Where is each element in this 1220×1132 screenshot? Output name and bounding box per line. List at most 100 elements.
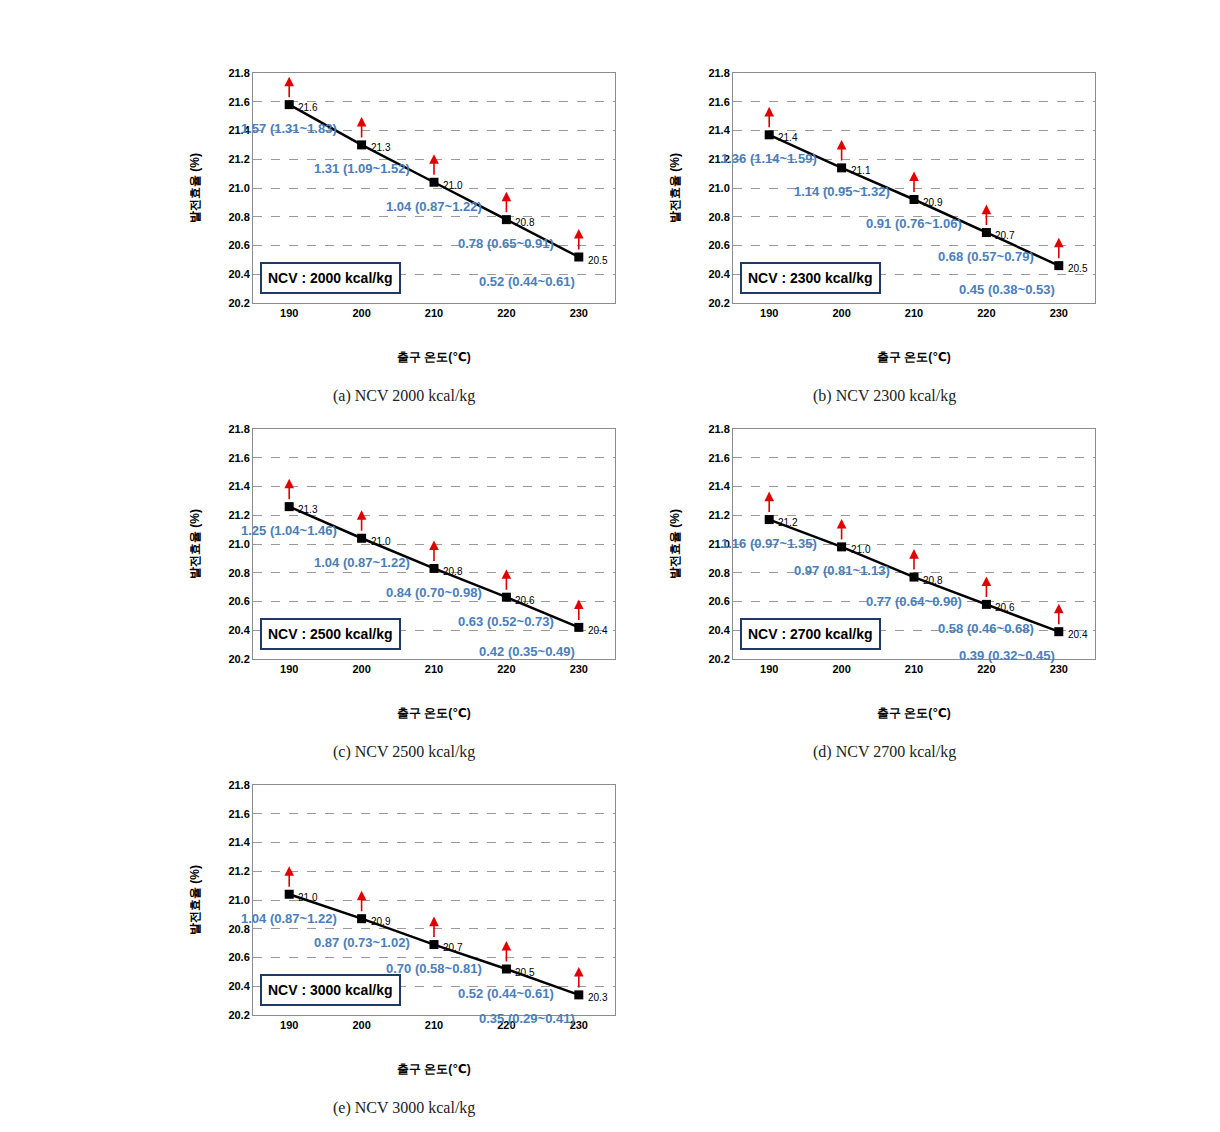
svg-text:190: 190 — [280, 663, 298, 675]
svg-text:20.6: 20.6 — [995, 602, 1015, 613]
svg-text:0.87 (0.73~1.02): 0.87 (0.73~1.02) — [314, 935, 410, 950]
svg-text:20.6: 20.6 — [708, 239, 729, 251]
svg-text:210: 210 — [425, 307, 443, 319]
svg-text:21.0: 21.0 — [708, 538, 729, 550]
svg-text:출구 온도(℃): 출구 온도(℃) — [877, 706, 951, 720]
svg-text:20.2: 20.2 — [228, 653, 249, 665]
svg-text:21.2: 21.2 — [778, 517, 798, 528]
svg-text:21.8: 21.8 — [708, 423, 729, 435]
svg-text:0.42 (0.35~0.49): 0.42 (0.35~0.49) — [479, 644, 575, 659]
svg-text:20.2: 20.2 — [708, 297, 729, 309]
svg-text:20.8: 20.8 — [228, 567, 249, 579]
svg-text:190: 190 — [760, 307, 778, 319]
svg-text:230: 230 — [570, 1019, 588, 1031]
svg-text:발전효율 (%): 발전효율 (%) — [188, 865, 202, 935]
svg-text:20.8: 20.8 — [228, 211, 249, 223]
svg-text:200: 200 — [832, 307, 850, 319]
svg-text:21.3: 21.3 — [371, 142, 391, 153]
svg-text:20.8: 20.8 — [515, 217, 535, 228]
svg-text:0.63 (0.52~0.73): 0.63 (0.52~0.73) — [458, 614, 554, 629]
svg-text:21.0: 21.0 — [228, 182, 249, 194]
svg-text:출구 온도(℃): 출구 온도(℃) — [877, 350, 951, 364]
svg-text:220: 220 — [497, 307, 515, 319]
svg-text:21.8: 21.8 — [228, 779, 249, 791]
svg-text:1.04 (0.87~1.22): 1.04 (0.87~1.22) — [386, 199, 482, 214]
svg-text:21.0: 21.0 — [708, 182, 729, 194]
svg-text:0.77 (0.64~0.90): 0.77 (0.64~0.90) — [866, 594, 962, 609]
svg-text:220: 220 — [497, 1019, 515, 1031]
svg-text:NCV : 2300 kcal/kg: NCV : 2300 kcal/kg — [748, 270, 873, 286]
svg-text:20.4: 20.4 — [588, 625, 608, 636]
svg-text:20.8: 20.8 — [708, 211, 729, 223]
svg-text:발전효율 (%): 발전효율 (%) — [188, 153, 202, 223]
svg-text:20.6: 20.6 — [515, 595, 535, 606]
svg-text:21.8: 21.8 — [228, 67, 249, 79]
svg-text:21.2: 21.2 — [708, 153, 729, 165]
svg-text:20.8: 20.8 — [708, 567, 729, 579]
svg-text:20.4: 20.4 — [708, 624, 730, 636]
svg-text:출구 온도(℃): 출구 온도(℃) — [397, 350, 471, 364]
svg-text:21.4: 21.4 — [708, 124, 730, 136]
svg-text:21.2: 21.2 — [228, 865, 249, 877]
svg-text:220: 220 — [497, 663, 515, 675]
svg-text:발전효율 (%): 발전효율 (%) — [668, 509, 682, 579]
svg-text:20.5: 20.5 — [588, 255, 608, 266]
svg-text:21.1: 21.1 — [851, 165, 871, 176]
svg-text:230: 230 — [1050, 663, 1068, 675]
svg-text:발전효율 (%): 발전효율 (%) — [668, 153, 682, 223]
svg-text:20.2: 20.2 — [228, 1009, 249, 1021]
svg-text:210: 210 — [425, 1019, 443, 1031]
svg-text:21.4: 21.4 — [228, 124, 250, 136]
svg-text:21.6: 21.6 — [708, 96, 729, 108]
svg-text:21.6: 21.6 — [228, 452, 249, 464]
svg-text:20.6: 20.6 — [708, 595, 729, 607]
svg-text:20.6: 20.6 — [228, 951, 249, 963]
svg-text:0.84 (0.70~0.98): 0.84 (0.70~0.98) — [386, 585, 482, 600]
svg-text:1.14 (0.95~1.32): 1.14 (0.95~1.32) — [794, 184, 890, 199]
svg-text:20.4: 20.4 — [228, 268, 250, 280]
svg-text:20.4: 20.4 — [708, 268, 730, 280]
svg-text:21.0: 21.0 — [443, 180, 463, 191]
svg-text:0.70 (0.58~0.81): 0.70 (0.58~0.81) — [386, 961, 482, 976]
svg-text:21.0: 21.0 — [228, 538, 249, 550]
svg-text:20.4: 20.4 — [228, 624, 250, 636]
svg-text:20.3: 20.3 — [588, 992, 608, 1003]
svg-text:21.4: 21.4 — [228, 836, 250, 848]
svg-text:21.0: 21.0 — [298, 892, 318, 903]
svg-text:20.5: 20.5 — [1068, 263, 1088, 274]
svg-text:20.8: 20.8 — [923, 575, 943, 586]
svg-text:220: 220 — [977, 307, 995, 319]
svg-text:210: 210 — [905, 307, 923, 319]
svg-text:0.91 (0.76~1.06): 0.91 (0.76~1.06) — [866, 216, 962, 231]
svg-text:0.97 (0.81~1.13): 0.97 (0.81~1.13) — [794, 563, 890, 578]
svg-text:0.52 (0.44~0.61): 0.52 (0.44~0.61) — [479, 274, 575, 289]
svg-text:21.3: 21.3 — [298, 504, 318, 515]
svg-text:230: 230 — [570, 307, 588, 319]
svg-text:230: 230 — [1050, 307, 1068, 319]
svg-text:NCV : 2500 kcal/kg: NCV : 2500 kcal/kg — [268, 626, 393, 642]
svg-text:21.0: 21.0 — [228, 894, 249, 906]
svg-text:200: 200 — [352, 1019, 370, 1031]
svg-text:21.6: 21.6 — [298, 102, 318, 113]
svg-text:21.6: 21.6 — [708, 452, 729, 464]
svg-text:1.04 (0.87~1.22): 1.04 (0.87~1.22) — [314, 555, 410, 570]
svg-text:210: 210 — [905, 663, 923, 675]
svg-text:20.7: 20.7 — [443, 942, 463, 953]
svg-text:20.5: 20.5 — [515, 967, 535, 978]
svg-text:20.2: 20.2 — [708, 653, 729, 665]
svg-text:0.45 (0.38~0.53): 0.45 (0.38~0.53) — [959, 282, 1055, 297]
svg-text:1.31 (1.09~1.52): 1.31 (1.09~1.52) — [314, 161, 410, 176]
svg-text:출구 온도(℃): 출구 온도(℃) — [397, 1062, 471, 1076]
svg-text:0.35 (0.29~0.41): 0.35 (0.29~0.41) — [479, 1011, 575, 1026]
svg-text:(d) NCV 2700 kcal/kg: (d) NCV 2700 kcal/kg — [813, 743, 956, 761]
svg-text:20.9: 20.9 — [923, 197, 943, 208]
svg-text:210: 210 — [425, 663, 443, 675]
svg-text:21.8: 21.8 — [228, 423, 249, 435]
svg-text:220: 220 — [977, 663, 995, 675]
svg-text:190: 190 — [280, 307, 298, 319]
svg-text:0.78 (0.65~0.91): 0.78 (0.65~0.91) — [458, 236, 554, 251]
svg-text:20.8: 20.8 — [228, 923, 249, 935]
svg-text:21.4: 21.4 — [778, 132, 798, 143]
svg-text:21.0: 21.0 — [851, 544, 871, 555]
svg-text:21.8: 21.8 — [708, 67, 729, 79]
